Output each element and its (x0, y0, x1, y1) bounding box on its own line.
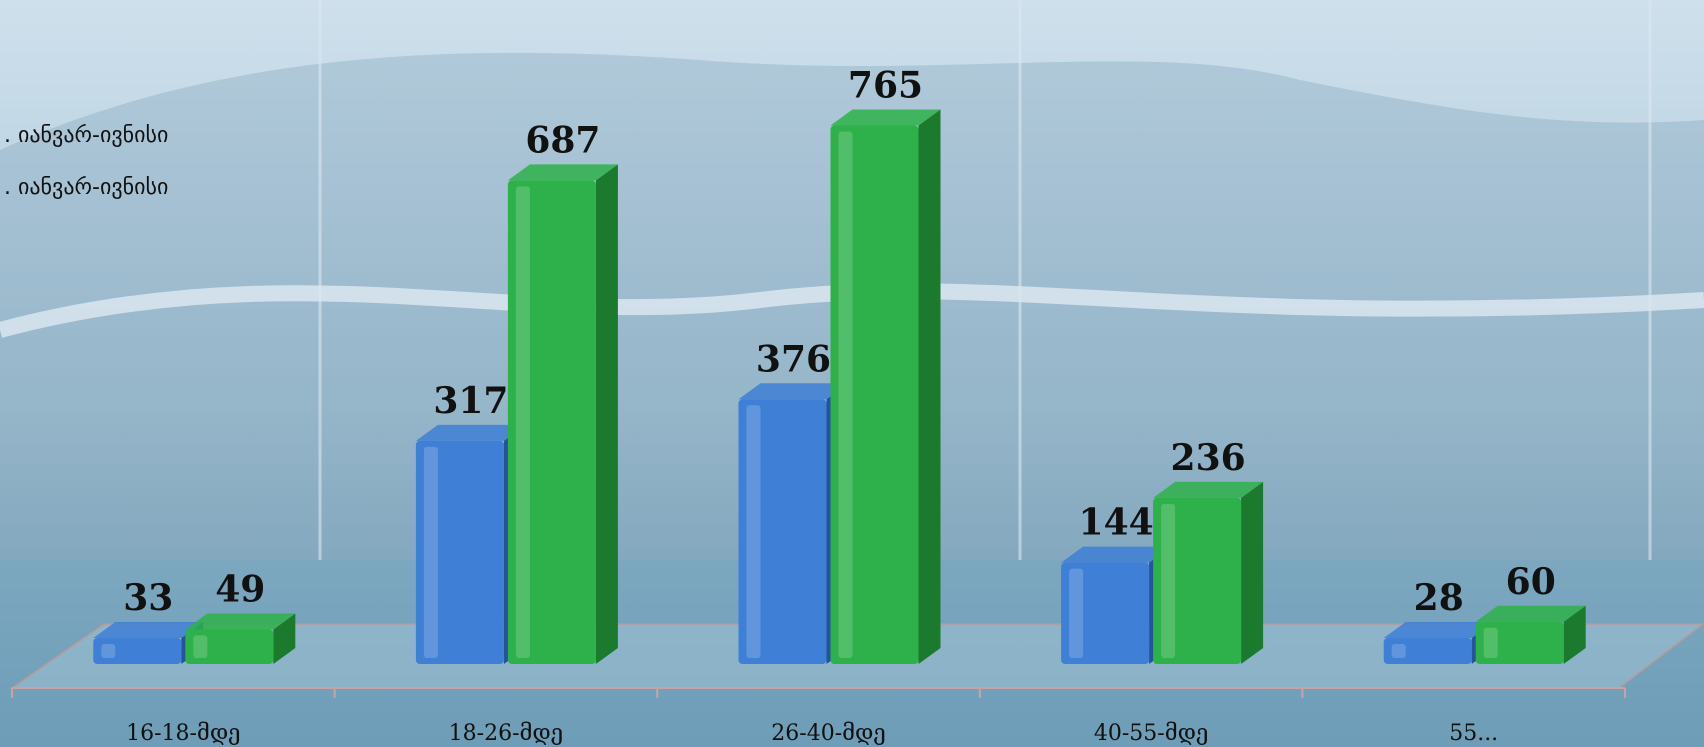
bar (1153, 481, 1264, 664)
bar (507, 164, 618, 665)
x-tick-label: 40-55-მდე (1094, 721, 1208, 746)
data-label: 765 (848, 64, 923, 106)
data-label: 28 (1414, 577, 1464, 619)
legend-item: . იანვარ-ივნისი (0, 162, 168, 214)
data-label: 687 (525, 119, 600, 161)
legend-label: . იანვარ-ივნისი (4, 123, 169, 148)
data-label: 49 (215, 569, 265, 611)
data-label: 376 (756, 338, 831, 380)
x-tick-label: 55... (1449, 721, 1498, 746)
data-label: 144 (1079, 502, 1154, 544)
data-label: 236 (1171, 437, 1246, 479)
legend-label: . იანვარ-ივნისი (4, 175, 169, 200)
x-tick-label: 16-18-მდე (126, 721, 240, 746)
x-tick-label: 26-40-მდე (771, 721, 885, 746)
data-label: 60 (1506, 561, 1556, 603)
bar (1475, 605, 1586, 664)
bar (830, 109, 941, 664)
data-label: 317 (433, 380, 508, 422)
x-tick-label: 18-26-მდე (449, 721, 563, 746)
bar (185, 613, 296, 664)
chart-legend: . იანვარ-ივნისი . იანვარ-ივნისი (0, 110, 168, 214)
legend-item: . იანვარ-ივნისი (0, 110, 168, 162)
data-label: 33 (123, 577, 173, 619)
